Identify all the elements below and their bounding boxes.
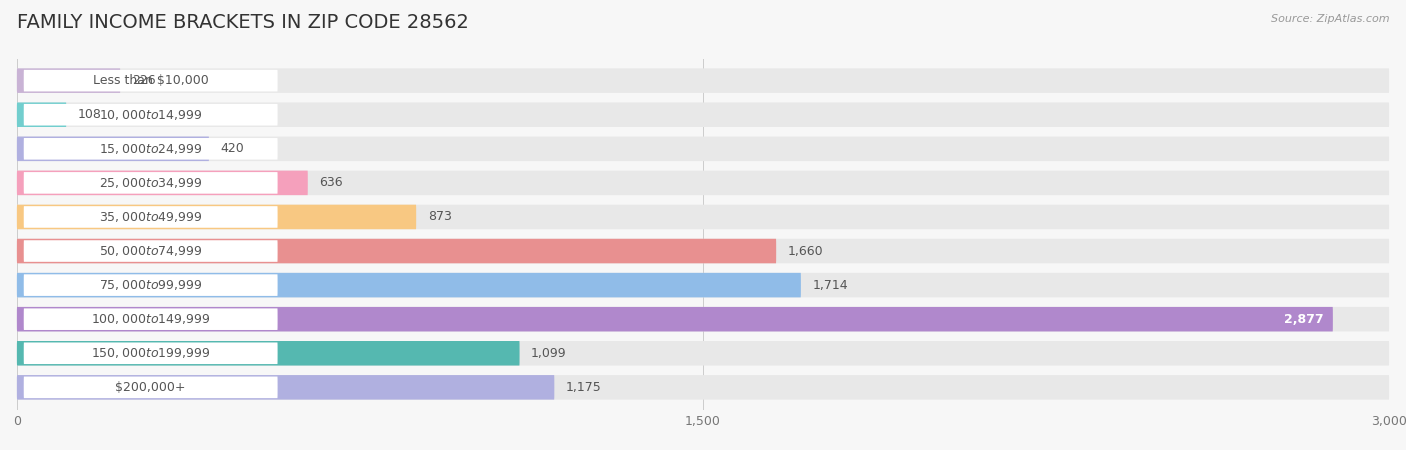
Text: 226: 226 [132,74,155,87]
FancyBboxPatch shape [24,308,277,330]
FancyBboxPatch shape [17,171,1389,195]
FancyBboxPatch shape [17,136,209,161]
Text: 2,877: 2,877 [1284,313,1323,326]
FancyBboxPatch shape [17,273,801,297]
FancyBboxPatch shape [24,377,277,398]
FancyBboxPatch shape [24,138,277,160]
FancyBboxPatch shape [17,136,1389,161]
Text: 1,099: 1,099 [531,347,567,360]
Text: 636: 636 [319,176,343,189]
Text: $200,000+: $200,000+ [115,381,186,394]
FancyBboxPatch shape [24,172,277,194]
Text: $10,000 to $14,999: $10,000 to $14,999 [98,108,202,122]
FancyBboxPatch shape [17,273,1389,297]
FancyBboxPatch shape [24,70,277,91]
FancyBboxPatch shape [24,104,277,126]
FancyBboxPatch shape [17,68,121,93]
Text: Source: ZipAtlas.com: Source: ZipAtlas.com [1271,14,1389,23]
Text: 873: 873 [427,211,451,224]
Text: $35,000 to $49,999: $35,000 to $49,999 [98,210,202,224]
Text: 1,175: 1,175 [565,381,602,394]
Text: $15,000 to $24,999: $15,000 to $24,999 [98,142,202,156]
FancyBboxPatch shape [24,342,277,364]
FancyBboxPatch shape [17,68,1389,93]
Text: 1,660: 1,660 [787,244,824,257]
Text: $25,000 to $34,999: $25,000 to $34,999 [98,176,202,190]
FancyBboxPatch shape [17,341,520,365]
FancyBboxPatch shape [24,206,277,228]
Text: 420: 420 [221,142,245,155]
FancyBboxPatch shape [24,274,277,296]
FancyBboxPatch shape [17,103,66,127]
FancyBboxPatch shape [17,375,554,400]
FancyBboxPatch shape [17,171,308,195]
Text: 1,714: 1,714 [813,279,848,292]
FancyBboxPatch shape [17,239,1389,263]
Text: $75,000 to $99,999: $75,000 to $99,999 [98,278,202,292]
FancyBboxPatch shape [24,240,277,262]
FancyBboxPatch shape [17,307,1333,332]
Text: Less than $10,000: Less than $10,000 [93,74,208,87]
FancyBboxPatch shape [17,341,1389,365]
FancyBboxPatch shape [17,239,776,263]
FancyBboxPatch shape [17,375,1389,400]
FancyBboxPatch shape [17,205,1389,229]
Text: $50,000 to $74,999: $50,000 to $74,999 [98,244,202,258]
Text: 108: 108 [77,108,101,121]
FancyBboxPatch shape [17,307,1389,332]
FancyBboxPatch shape [17,205,416,229]
Text: $150,000 to $199,999: $150,000 to $199,999 [91,346,211,360]
Text: FAMILY INCOME BRACKETS IN ZIP CODE 28562: FAMILY INCOME BRACKETS IN ZIP CODE 28562 [17,14,468,32]
Text: $100,000 to $149,999: $100,000 to $149,999 [91,312,211,326]
FancyBboxPatch shape [17,103,1389,127]
